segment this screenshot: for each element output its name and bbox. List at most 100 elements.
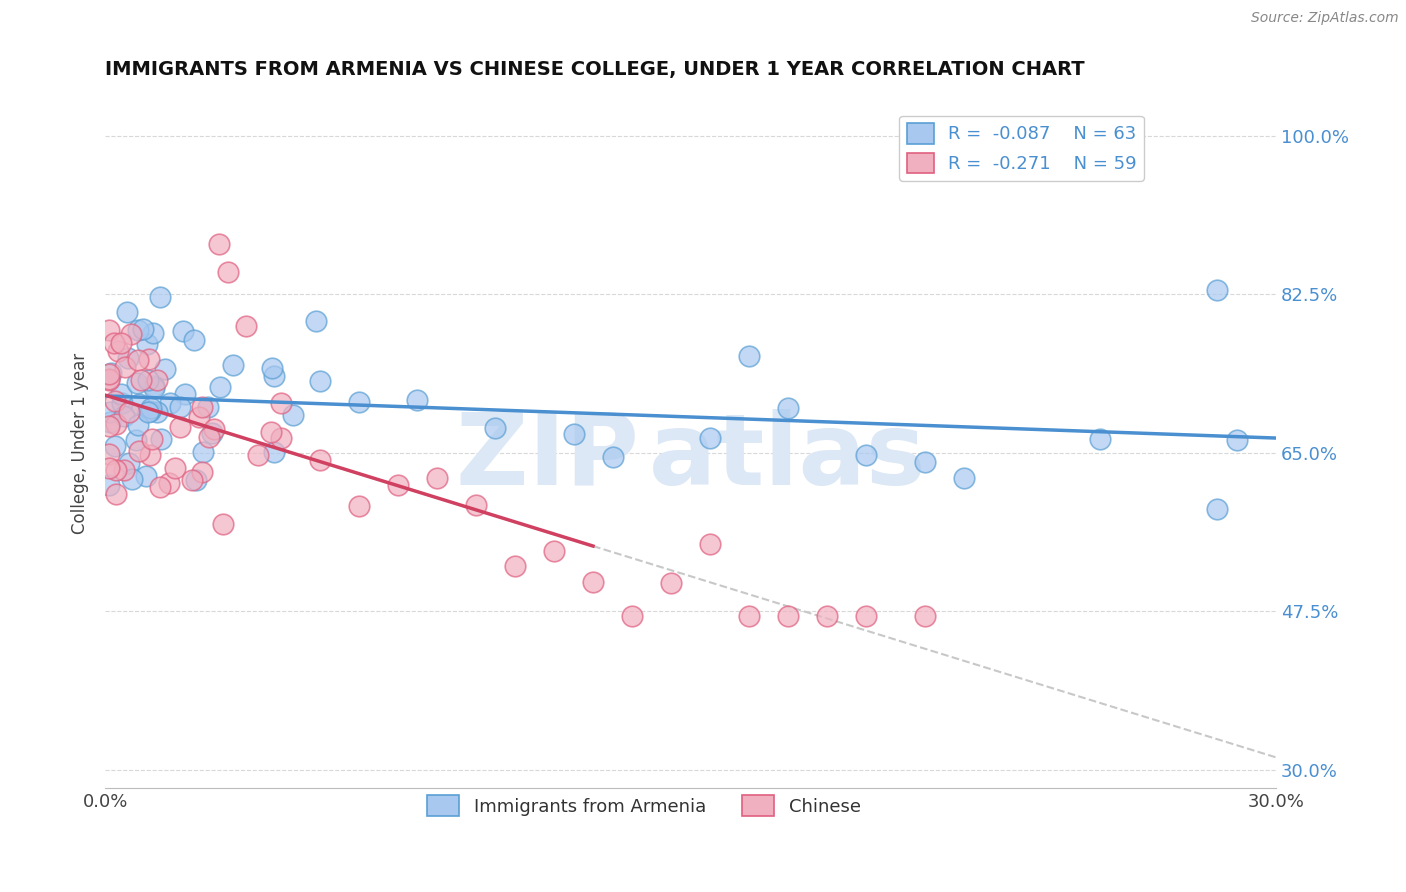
Point bbox=[100, 415, 122, 429]
Point bbox=[778, 608, 800, 623]
Point bbox=[208, 237, 231, 252]
Point bbox=[127, 323, 149, 337]
Point bbox=[107, 344, 129, 359]
Point bbox=[582, 575, 605, 590]
Point bbox=[112, 409, 135, 423]
Point bbox=[183, 333, 205, 347]
Point bbox=[128, 397, 150, 411]
Point bbox=[142, 326, 165, 341]
Point bbox=[699, 537, 721, 551]
Point bbox=[131, 322, 153, 336]
Point bbox=[157, 475, 180, 490]
Point bbox=[118, 457, 141, 471]
Point bbox=[305, 314, 328, 328]
Point bbox=[602, 450, 624, 464]
Point bbox=[138, 351, 160, 366]
Point bbox=[127, 418, 149, 433]
Point bbox=[169, 420, 191, 434]
Point bbox=[149, 480, 172, 494]
Point bbox=[308, 453, 330, 467]
Point bbox=[191, 401, 214, 415]
Point bbox=[217, 265, 239, 279]
Point bbox=[699, 432, 721, 446]
Point bbox=[148, 290, 170, 304]
Point bbox=[139, 448, 162, 462]
Point bbox=[117, 351, 139, 365]
Point bbox=[191, 465, 214, 479]
Point bbox=[159, 396, 181, 410]
Point bbox=[111, 396, 134, 410]
Point bbox=[104, 486, 127, 500]
Point bbox=[153, 361, 176, 376]
Point bbox=[121, 327, 143, 342]
Point bbox=[263, 445, 285, 459]
Legend: Immigrants from Armenia, Chinese: Immigrants from Armenia, Chinese bbox=[419, 789, 868, 823]
Point bbox=[347, 500, 370, 514]
Point bbox=[103, 336, 125, 351]
Point bbox=[98, 460, 121, 475]
Point bbox=[129, 373, 152, 387]
Y-axis label: College, Under 1 year: College, Under 1 year bbox=[72, 353, 89, 534]
Point bbox=[778, 401, 800, 416]
Point bbox=[139, 401, 162, 415]
Point bbox=[100, 366, 122, 380]
Point bbox=[114, 359, 136, 374]
Point bbox=[98, 477, 121, 491]
Point bbox=[127, 376, 149, 391]
Point bbox=[263, 368, 285, 383]
Text: IMMIGRANTS FROM ARMENIA VS CHINESE COLLEGE, UNDER 1 YEAR CORRELATION CHART: IMMIGRANTS FROM ARMENIA VS CHINESE COLLE… bbox=[105, 60, 1085, 78]
Text: ZIP atlas: ZIP atlas bbox=[456, 409, 925, 506]
Point bbox=[146, 405, 169, 419]
Point bbox=[104, 393, 127, 408]
Point bbox=[562, 426, 585, 441]
Point bbox=[503, 558, 526, 573]
Point bbox=[426, 471, 449, 485]
Point bbox=[118, 405, 141, 419]
Point bbox=[142, 381, 165, 395]
Point bbox=[115, 305, 138, 319]
Point bbox=[136, 337, 159, 351]
Point bbox=[135, 468, 157, 483]
Point bbox=[98, 372, 121, 386]
Point bbox=[191, 445, 214, 459]
Point bbox=[1206, 283, 1229, 297]
Point bbox=[110, 336, 132, 351]
Point bbox=[1090, 432, 1112, 446]
Point bbox=[110, 386, 132, 401]
Point bbox=[222, 358, 245, 372]
Point bbox=[1226, 433, 1249, 447]
Point bbox=[98, 405, 121, 419]
Point bbox=[212, 517, 235, 532]
Point bbox=[112, 463, 135, 477]
Point bbox=[259, 425, 281, 439]
Point bbox=[174, 387, 197, 401]
Point bbox=[98, 373, 121, 387]
Point bbox=[465, 498, 488, 512]
Point bbox=[659, 575, 682, 590]
Point bbox=[143, 379, 166, 393]
Point bbox=[738, 349, 761, 363]
Point bbox=[270, 431, 292, 445]
Point bbox=[141, 432, 163, 446]
Point bbox=[200, 425, 222, 440]
Point bbox=[150, 432, 173, 446]
Point bbox=[621, 608, 644, 623]
Point bbox=[260, 361, 283, 376]
Point bbox=[387, 478, 409, 492]
Point bbox=[105, 463, 128, 477]
Point bbox=[98, 367, 121, 381]
Point bbox=[121, 472, 143, 486]
Point bbox=[146, 373, 169, 387]
Point bbox=[270, 395, 292, 409]
Point bbox=[815, 608, 838, 623]
Point bbox=[235, 319, 257, 334]
Point bbox=[187, 410, 209, 425]
Point bbox=[1206, 502, 1229, 516]
Point bbox=[204, 422, 226, 436]
Point bbox=[914, 608, 936, 623]
Point bbox=[952, 471, 974, 485]
Point bbox=[128, 444, 150, 458]
Point bbox=[855, 448, 877, 462]
Point bbox=[138, 405, 160, 419]
Point bbox=[125, 434, 148, 448]
